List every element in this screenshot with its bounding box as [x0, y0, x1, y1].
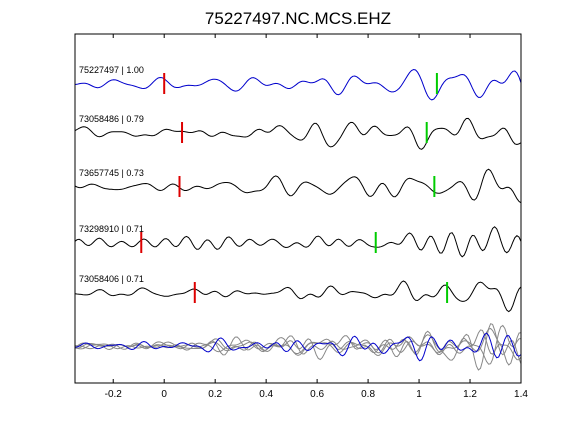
trace-label-1: 75227497 | 1.00: [79, 65, 144, 75]
trace-label-3: 73657745 | 0.73: [79, 168, 144, 178]
x-tick-label: 1: [416, 389, 422, 400]
x-tick-label: 0.2: [208, 389, 222, 400]
x-tick-label: -0.2: [105, 389, 123, 400]
stack-trace-1: [74, 332, 522, 362]
x-axis: -0.2 0 0.2 0.4 0.6 0.8 1 1.2 1.4: [105, 34, 528, 400]
stack-trace-2: [74, 329, 522, 366]
x-tick-label: 1.4: [514, 389, 528, 400]
chart-title: 75227497.NC.MCS.EHZ: [205, 9, 391, 28]
trace-label-5: 73058406 | 0.71: [79, 274, 144, 284]
stack-trace-5: [74, 327, 522, 361]
picks-layer: [140, 73, 449, 303]
x-tick-label: 0.6: [310, 389, 324, 400]
trace-line-2: [74, 117, 522, 150]
x-tick-label: 0.4: [259, 389, 273, 400]
trace-line-3: [74, 168, 522, 204]
axes-frame: [74, 33, 522, 384]
trace-label-2: 73058486 | 0.79: [79, 114, 144, 124]
trace-line-4: [74, 226, 522, 258]
x-tick-label: 1.2: [463, 389, 477, 400]
traces-layer: [74, 68, 522, 371]
trace-labels-layer: 75227497 | 1.00 73058486 | 0.79 73657745 |…: [79, 65, 144, 284]
x-tick-label: 0: [161, 389, 167, 400]
x-tick-label: 0.8: [361, 389, 375, 400]
trace-line-1: [74, 68, 522, 101]
trace-label-4: 73298910 | 0.71: [79, 224, 144, 234]
